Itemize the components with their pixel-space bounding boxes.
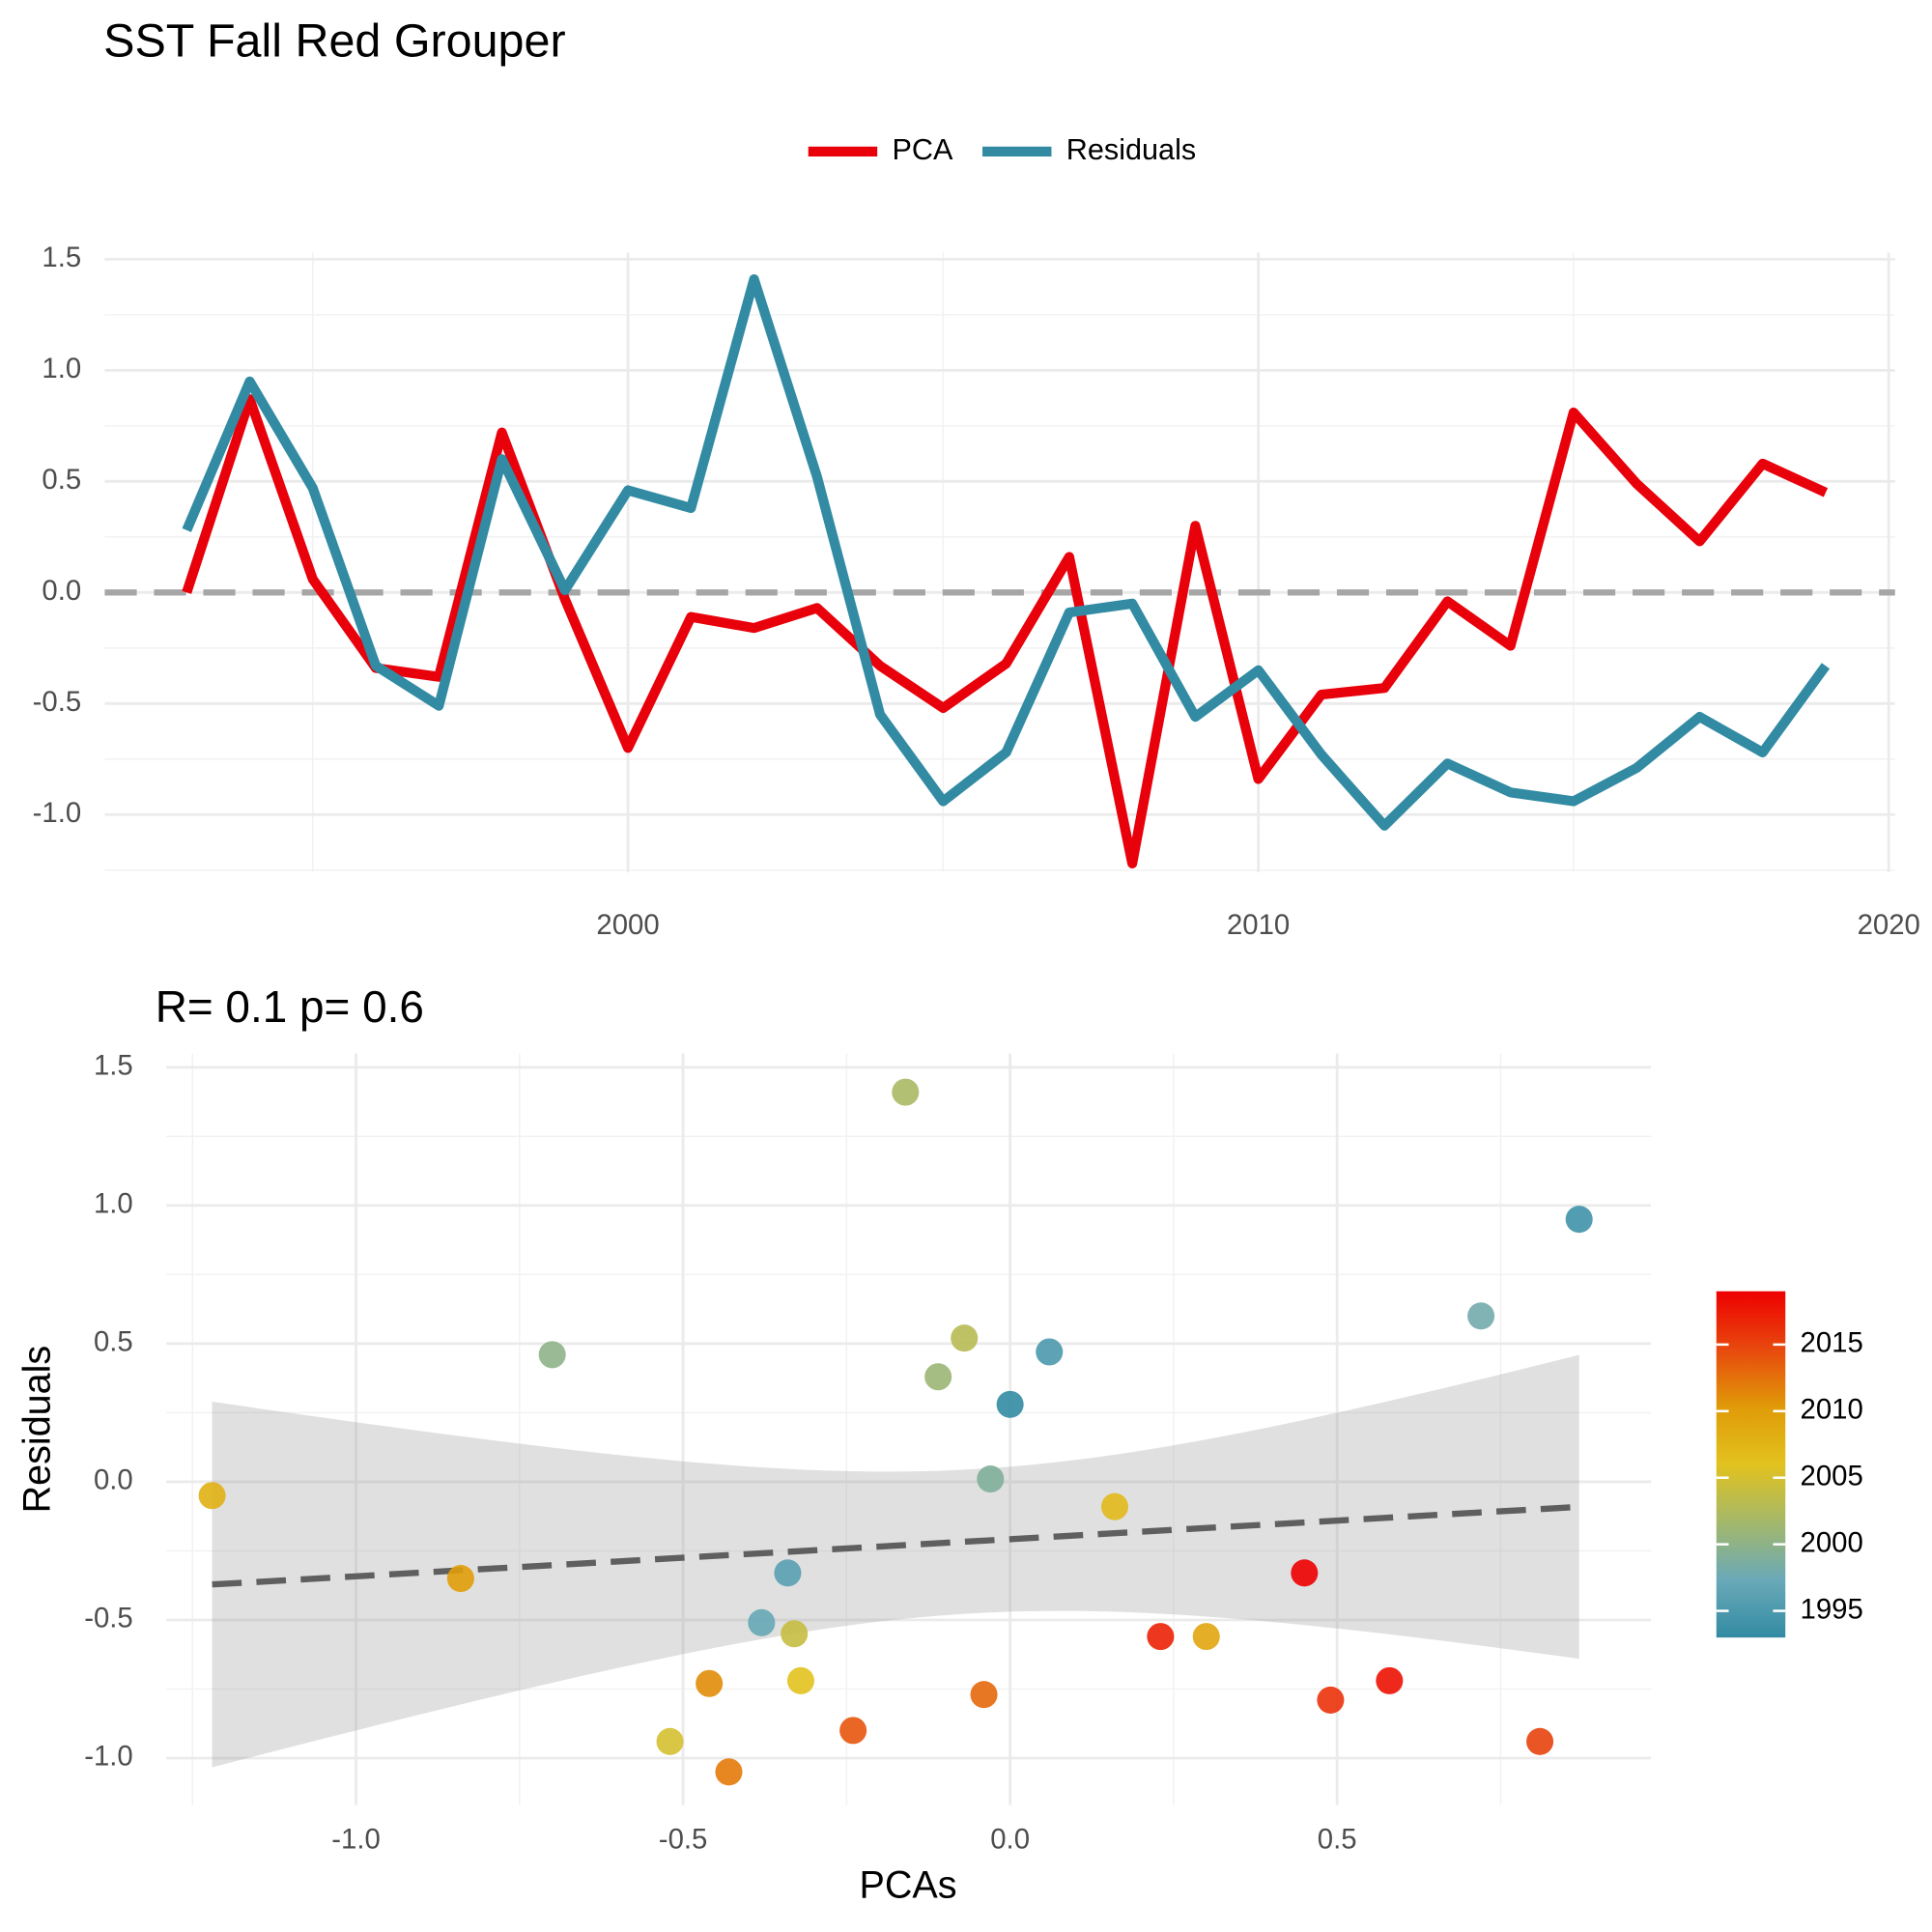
x-tick-label: 2020 bbox=[1858, 909, 1920, 941]
y-tick-label: 0.5 bbox=[94, 1326, 133, 1358]
y-axis-title: Residuals bbox=[15, 1346, 58, 1514]
y-tick-label: 1.0 bbox=[94, 1188, 133, 1220]
y-tick-label: -1.0 bbox=[33, 797, 82, 829]
point bbox=[1192, 1623, 1220, 1651]
point bbox=[446, 1565, 474, 1593]
point bbox=[951, 1324, 979, 1352]
confidence-band bbox=[212, 1354, 1579, 1768]
y-tick-label: -0.5 bbox=[33, 686, 82, 718]
point bbox=[1100, 1492, 1129, 1520]
annotation: R= 0.1 p= 0.6 bbox=[156, 981, 424, 1032]
point bbox=[1317, 1686, 1345, 1714]
point bbox=[924, 1363, 952, 1391]
x-tick-label: -0.5 bbox=[659, 1823, 708, 1855]
y-tick-label: 1.5 bbox=[42, 242, 81, 273]
point bbox=[1467, 1302, 1495, 1330]
point bbox=[977, 1465, 1005, 1493]
point bbox=[892, 1078, 920, 1106]
colorbar bbox=[1716, 1291, 1786, 1638]
y-tick-label: -1.0 bbox=[84, 1741, 133, 1773]
point bbox=[715, 1758, 743, 1786]
x-tick-label: 0.0 bbox=[990, 1823, 1030, 1855]
point bbox=[696, 1669, 724, 1697]
point bbox=[1291, 1559, 1319, 1587]
x-tick-label: 2000 bbox=[596, 909, 659, 941]
x-axis-title: PCAs bbox=[860, 1864, 957, 1907]
point bbox=[1147, 1623, 1175, 1651]
colorbar-label: 1995 bbox=[1801, 1593, 1863, 1625]
y-tick-label: 0.0 bbox=[42, 575, 81, 607]
y-tick-label: 1.5 bbox=[94, 1050, 133, 1082]
point bbox=[656, 1727, 684, 1755]
x-tick-label: 2010 bbox=[1227, 909, 1290, 941]
y-tick-label: 0.0 bbox=[94, 1464, 133, 1496]
series-line bbox=[182, 273, 1831, 831]
point bbox=[839, 1717, 867, 1745]
x-tick-label: 0.5 bbox=[1318, 1823, 1357, 1855]
point bbox=[970, 1681, 998, 1709]
point bbox=[748, 1608, 776, 1636]
point bbox=[538, 1341, 566, 1369]
colorbar-label: 2005 bbox=[1801, 1460, 1863, 1492]
colorbar-label: 2010 bbox=[1801, 1394, 1863, 1426]
point bbox=[781, 1620, 809, 1648]
chart-title: SST Fall Red Grouper bbox=[103, 15, 565, 68]
fit-line bbox=[212, 1503, 1579, 1588]
x-tick-label: -1.0 bbox=[331, 1823, 381, 1855]
point bbox=[774, 1559, 802, 1587]
legend-label: Residuals bbox=[1066, 133, 1196, 166]
y-tick-label: 1.0 bbox=[42, 353, 81, 384]
point bbox=[198, 1482, 226, 1510]
legend-label: PCA bbox=[892, 133, 953, 166]
colorbar-label: 2000 bbox=[1801, 1526, 1863, 1558]
point bbox=[1565, 1206, 1593, 1234]
point bbox=[1036, 1338, 1064, 1366]
point bbox=[1526, 1727, 1554, 1755]
point bbox=[1376, 1666, 1404, 1694]
series-line bbox=[182, 394, 1829, 868]
y-tick-label: -0.5 bbox=[84, 1603, 133, 1634]
y-tick-label: 0.5 bbox=[42, 464, 81, 496]
colorbar-label: 2015 bbox=[1801, 1327, 1863, 1359]
point bbox=[786, 1666, 814, 1694]
point bbox=[996, 1390, 1024, 1418]
